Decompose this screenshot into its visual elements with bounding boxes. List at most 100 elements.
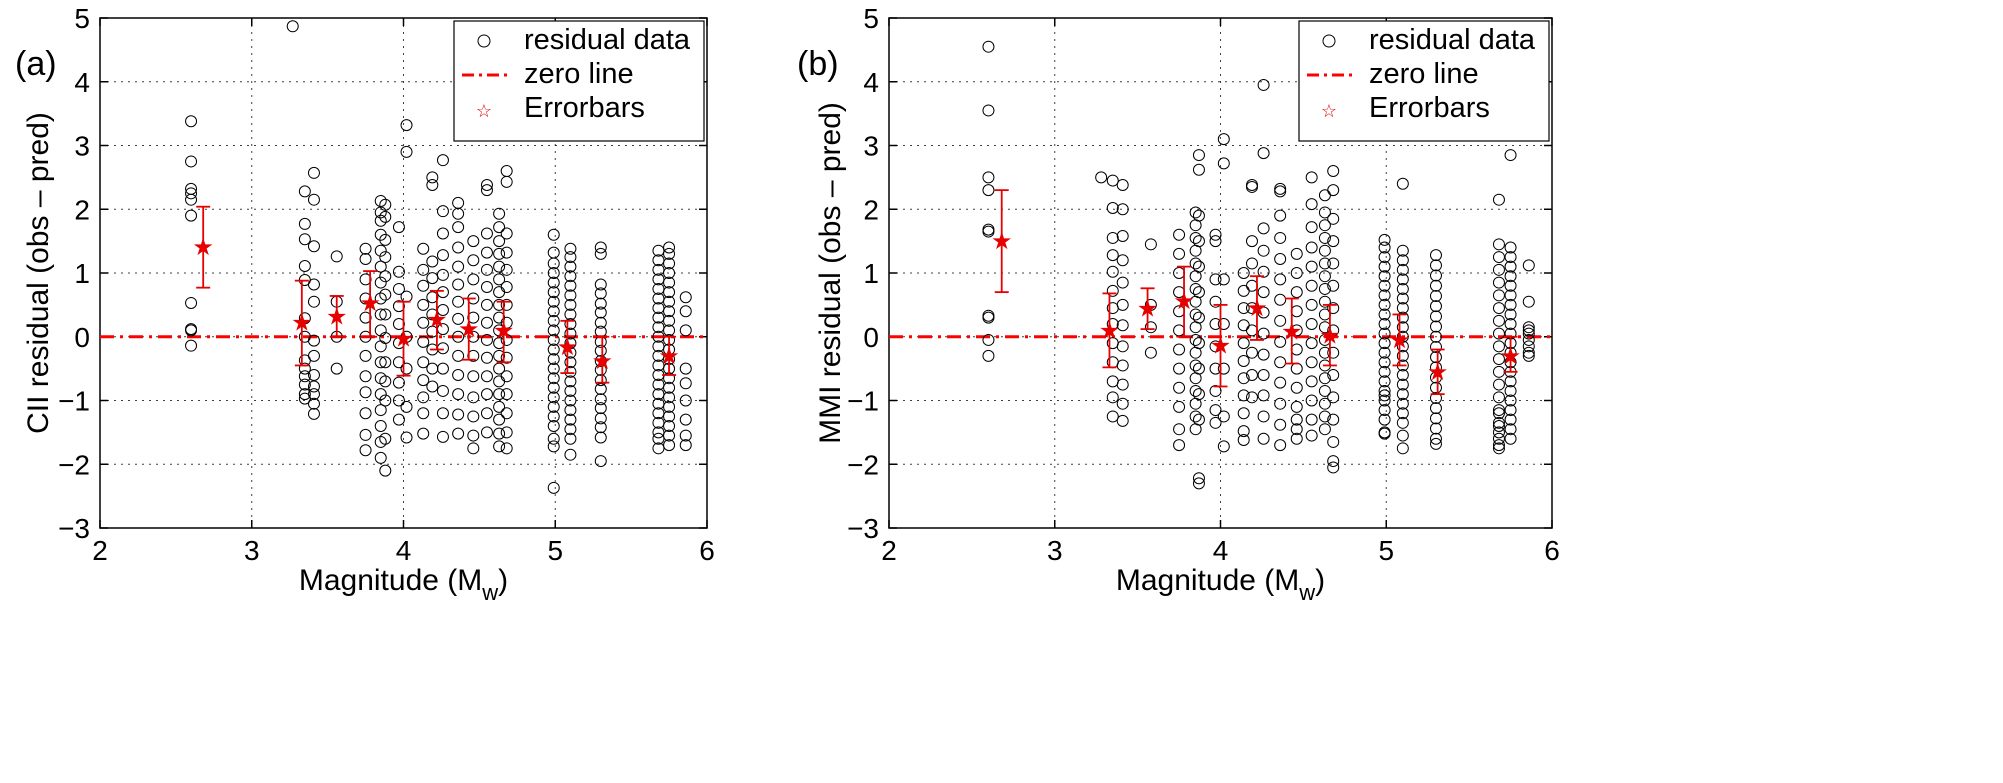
residual-point [547, 372, 560, 385]
residual-point [417, 279, 430, 292]
residual-point [652, 388, 665, 401]
residual-point [500, 333, 513, 346]
residual-point [379, 356, 392, 369]
residual-point [379, 251, 392, 264]
residual-point [663, 267, 676, 279]
residual-point [1257, 389, 1270, 402]
residual-point [547, 286, 560, 299]
x-tick-label: 4 [1213, 535, 1229, 566]
errorbar-mean-star: ★ [1319, 322, 1341, 349]
residual-point [1492, 276, 1505, 289]
residual-point [1106, 249, 1119, 262]
residual-point [594, 344, 607, 357]
residual-point [1318, 282, 1331, 295]
residual-point [1396, 442, 1409, 455]
residual-point [1396, 273, 1409, 286]
residual-point [436, 430, 449, 443]
residual-point [500, 281, 513, 294]
residual-point [1429, 432, 1442, 445]
residual-point [663, 314, 676, 327]
residual-point [1522, 259, 1535, 272]
residual-point [1106, 174, 1119, 187]
residual-point [417, 242, 430, 255]
residual-point [1396, 263, 1409, 276]
residual-point [379, 308, 392, 321]
residual-point [379, 198, 392, 211]
residual-point [1492, 302, 1505, 315]
residual-point [1522, 333, 1535, 346]
residual-point [1378, 233, 1391, 246]
residual-point [564, 356, 577, 369]
residual-point [547, 257, 560, 270]
residual-point [467, 410, 480, 423]
residual-point [1504, 423, 1517, 436]
residual-point [652, 340, 665, 353]
residual-point [594, 455, 607, 468]
residual-point [1192, 209, 1205, 222]
residual-point [500, 165, 513, 177]
residual-point [1274, 231, 1287, 244]
residual-point [467, 370, 480, 383]
residual-point [1209, 295, 1222, 308]
residual-point [1189, 206, 1202, 219]
residual-point [1318, 244, 1331, 257]
residual-point [359, 370, 372, 383]
residual-point [500, 388, 513, 401]
y-tick-label: −1 [58, 386, 90, 417]
residual-point [1237, 434, 1250, 447]
residual-point [359, 273, 372, 286]
y-axis-label: MMI residual (obs – pred) [814, 102, 847, 444]
residual-point [417, 335, 430, 348]
y-tick-label: −1 [847, 386, 879, 417]
residual-point [1492, 407, 1505, 420]
residual-point [480, 407, 493, 420]
residual-point [1429, 259, 1442, 272]
residual-point [1492, 426, 1505, 439]
residual-point [679, 429, 692, 442]
residual-point [480, 316, 493, 329]
residual-point [1378, 279, 1391, 292]
residual-point [392, 356, 405, 369]
errorbar-mean-star: ★ [359, 290, 381, 317]
residual-point [1192, 413, 1205, 426]
residual-point [307, 380, 320, 393]
residual-point [663, 429, 676, 442]
residual-point [1305, 429, 1318, 442]
residual-point [1429, 340, 1442, 353]
residual-point [1378, 298, 1391, 311]
residual-point [1173, 400, 1186, 413]
y-tick-label: 0 [863, 322, 879, 353]
residual-point [547, 246, 560, 259]
residual-point [436, 249, 449, 262]
residual-point [1318, 219, 1331, 232]
residual-point [1116, 359, 1129, 372]
legend-entry: Errorbars [1369, 92, 1490, 124]
residual-point [1522, 340, 1535, 353]
residual-point [452, 312, 465, 325]
residual-point [359, 242, 372, 255]
residual-point [286, 20, 299, 33]
residual-point [298, 217, 311, 230]
residual-point [1106, 265, 1119, 278]
residual-point [480, 184, 493, 197]
residual-point [1504, 279, 1517, 292]
residual-point [1327, 435, 1340, 448]
residual-point [547, 381, 560, 394]
residual-point [452, 408, 465, 421]
residual-point [467, 391, 480, 404]
residual-point [1305, 198, 1318, 211]
residual-point [298, 370, 311, 383]
residual-point [1429, 249, 1442, 262]
residual-point [298, 378, 311, 391]
residual-point [652, 397, 665, 410]
residual-point [1245, 180, 1258, 193]
residual-point [1305, 318, 1318, 330]
residual-point [1522, 321, 1535, 334]
residual-point [1173, 267, 1186, 279]
residual-point [1173, 324, 1186, 337]
residual-point [1504, 260, 1517, 273]
residual-point [594, 431, 607, 444]
residual-point [1305, 221, 1318, 234]
residual-point [298, 233, 311, 246]
residual-point [493, 207, 506, 220]
